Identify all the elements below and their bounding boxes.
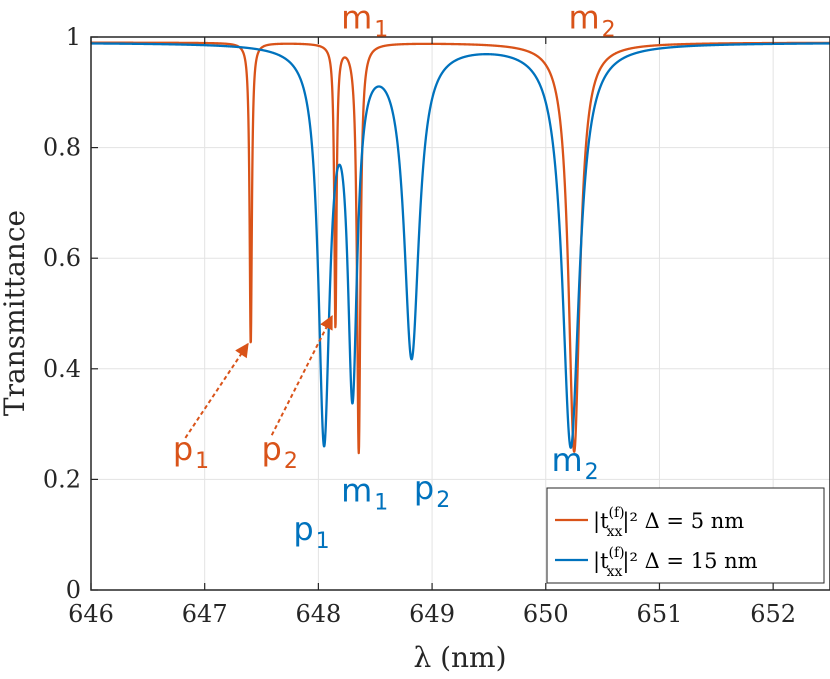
legend-name-sup: (f) (609, 545, 625, 561)
annotation-arrow (270, 315, 333, 436)
series-line-1 (91, 41, 830, 455)
annotation-base: m (551, 441, 582, 479)
legend-box (546, 487, 825, 584)
y-tick-label: 0.8 (43, 134, 81, 162)
annotation-p2-orange: p2 (262, 430, 298, 474)
legend-name-main: |t (593, 509, 609, 534)
y-tick-label: 0.6 (43, 244, 81, 272)
annotation-base: m (341, 472, 372, 510)
annotation-subscript: 2 (602, 18, 616, 43)
annotation-m1-blue: m1 (341, 472, 388, 516)
annotation-subscript: 1 (374, 491, 388, 516)
legend-entry-series-1: |t(f) xx|² Δ = 5 nm (555, 505, 744, 540)
legend: |t(f) xx|² Δ = 5 nm |t(f) xx|² Δ = 15 nm (546, 487, 825, 584)
annotation-p1-blue: p1 (293, 510, 329, 554)
y-tick-label: 0 (66, 576, 81, 604)
y-tick-label: 1 (66, 23, 81, 51)
annotation-subscript: 2 (436, 488, 450, 513)
annotation-base: p (293, 510, 313, 548)
annotation-m2-orange: m2 (569, 0, 616, 43)
series-line-2 (91, 42, 830, 449)
annotation-base: p (173, 430, 193, 468)
legend-name-sub: xx (607, 524, 623, 540)
annotation-subscript: 2 (585, 460, 599, 485)
x-tick-label: 647 (182, 600, 228, 628)
legend-name-main: |t (593, 549, 609, 574)
annotation-m1-orange: m1 (341, 0, 388, 43)
annotation-arrow (184, 342, 249, 439)
annotation-base: p (262, 430, 282, 468)
plot-frame (90, 36, 830, 591)
axis-ticks (90, 36, 774, 591)
legend-name-sup: (f) (609, 505, 625, 521)
x-tick-label: 646 (68, 600, 114, 628)
svg-text:|t(f)xx|² Δ = 5 nm: |t(f) xx|² Δ = 5 nm (593, 505, 744, 540)
x-tick-label: 649 (409, 600, 455, 628)
legend-name-tail: |² Δ = 15 nm (622, 549, 757, 574)
annotation-subscript: 1 (374, 18, 388, 43)
legend-name-tail: |² Δ = 5 nm (622, 509, 744, 534)
annotation-subscript: 1 (195, 449, 209, 474)
y-axis-label: Transmittance (0, 210, 31, 416)
annotation-p2-blue: p2 (414, 469, 450, 513)
y-tick-labels: 0 0.2 0.4 0.6 0.8 1 (43, 23, 81, 604)
x-tick-label: 651 (637, 600, 683, 628)
annotation-subscript: 2 (284, 449, 298, 474)
y-tick-label: 0.4 (43, 355, 81, 383)
y-tick-label: 0.2 (43, 465, 81, 493)
x-tick-label: 648 (295, 600, 341, 628)
series-lines (91, 41, 830, 455)
svg-text:|t(f)xx|² Δ = 15 nm: |t(f) xx|² Δ = 15 nm (593, 545, 758, 580)
x-tick-labels: 646 647 648 649 650 651 652 (68, 600, 796, 628)
annotation-arrows (184, 315, 333, 439)
legend-entry-series-2: |t(f) xx|² Δ = 15 nm (555, 545, 758, 580)
annotation-m2-blue: m2 (551, 441, 598, 485)
annotation-subscript: 1 (316, 529, 330, 554)
x-axis-label: λ (nm) (413, 641, 506, 674)
annotation-base: p (414, 469, 434, 507)
annotation-p1-orange: p1 (173, 430, 209, 474)
x-tick-label: 652 (750, 600, 796, 628)
x-tick-label: 650 (523, 600, 569, 628)
annotation-base: m (341, 0, 372, 37)
legend-name-sub: xx (607, 564, 623, 580)
annotation-base: m (569, 0, 600, 37)
